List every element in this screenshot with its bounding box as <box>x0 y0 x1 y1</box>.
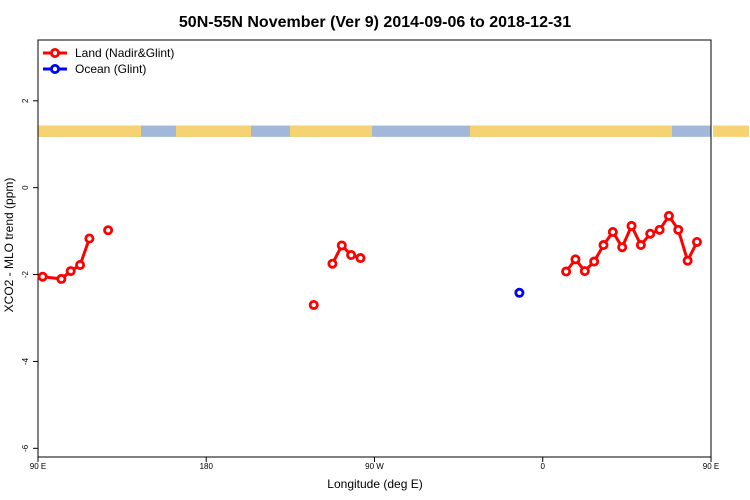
data-point <box>635 240 646 251</box>
y-tick-label: 0 <box>21 185 30 190</box>
data-point <box>336 240 347 251</box>
strip-land <box>470 125 672 137</box>
y-tick-label: -6 <box>21 444 30 452</box>
land-ocean-strip <box>38 125 749 137</box>
data-point <box>37 271 48 282</box>
data-point <box>589 256 600 267</box>
legend-label: Ocean (Glint) <box>75 62 146 76</box>
x-axis-label: Longitude (deg E) <box>327 477 422 491</box>
plot-frame <box>37 39 712 458</box>
y-tick-label: -4 <box>21 357 30 365</box>
data-point <box>308 299 319 310</box>
data-point <box>327 258 338 269</box>
data-point <box>645 228 656 239</box>
data-point <box>570 254 581 265</box>
legend-marker <box>50 48 61 59</box>
x-tick-label: 180 <box>200 462 214 471</box>
data-point <box>682 255 693 266</box>
data-point <box>654 224 665 235</box>
data-point <box>691 236 702 247</box>
data-point <box>355 253 366 264</box>
x-tick-label: 0 <box>541 462 546 471</box>
data-point <box>626 220 637 231</box>
legend-marker <box>50 64 61 75</box>
y-tick-label: 2 <box>21 98 30 103</box>
strip-ocean <box>38 125 711 137</box>
strip-land <box>713 125 749 137</box>
data-point <box>65 266 76 277</box>
legend-label: Land (Nadir&Glint) <box>75 46 174 60</box>
data-point <box>84 233 95 244</box>
x-axis: 90 E 180 90 W 0 90 E <box>30 457 719 471</box>
data-point <box>617 242 628 253</box>
strip-land <box>38 125 141 137</box>
data-marks <box>37 210 702 310</box>
data-point <box>75 260 86 271</box>
data-point <box>663 210 674 221</box>
data-point <box>346 250 357 261</box>
data-point <box>607 226 618 237</box>
y-axis: 2 0 -2 -4 -6 <box>21 98 38 452</box>
y-axis-label: XCO2 - MLO trend (ppm) <box>2 178 16 313</box>
strip-land <box>176 125 251 137</box>
x-tick-label: 90 W <box>365 462 384 471</box>
legend: Land (Nadir&Glint) Ocean (Glint) <box>43 46 174 76</box>
chart-title: 50N-55N November (Ver 9) 2014-09-06 to 2… <box>179 14 571 31</box>
data-point <box>673 224 684 235</box>
data-point <box>561 266 572 277</box>
strip-land <box>290 125 372 137</box>
data-point <box>103 225 114 236</box>
data-point <box>598 240 609 251</box>
data-point <box>56 273 67 284</box>
y-tick-label: -2 <box>21 270 30 278</box>
x-tick-label: 90 E <box>30 462 46 471</box>
data-point <box>514 287 525 298</box>
x-tick-label: 90 E <box>703 462 719 471</box>
data-point <box>579 266 590 277</box>
